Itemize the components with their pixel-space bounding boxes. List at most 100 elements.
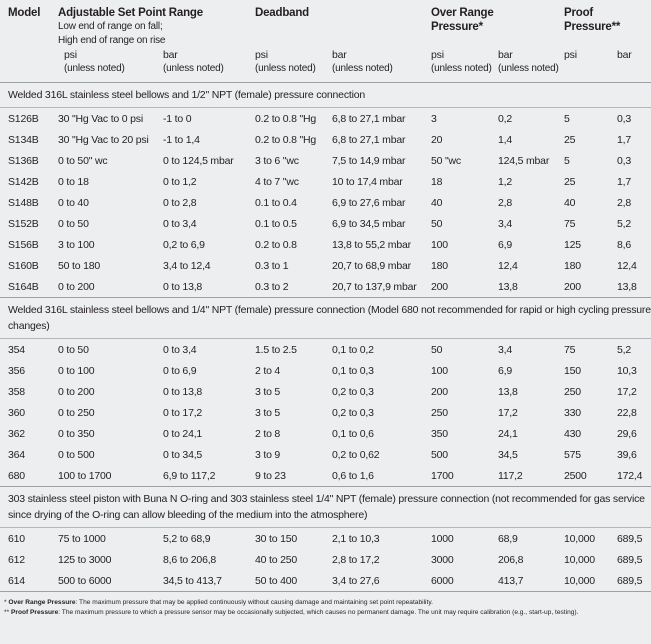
value-cell: 34,5 <box>498 448 518 461</box>
data-row: 614 500 to 6000 34,5 to 413,7 50 to 400 3,4 … <box>0 570 651 592</box>
value-cell: 0 to 50 <box>58 343 89 356</box>
value-cell: 13,8 to 55,2 mbar <box>332 238 411 251</box>
value-cell: 50 "wc <box>431 154 461 167</box>
value-cell: 150 <box>564 364 581 377</box>
value-cell: 12,4 <box>617 259 637 272</box>
value-cell: 1000 <box>431 532 454 545</box>
unit-cell: psi (unless noted) <box>429 48 496 83</box>
data-row: 612 125 to 3000 8,6 to 206,8 40 to 250 2,8 t… <box>0 549 651 570</box>
data-row: S136B 0 to 50" wc 0 to 124,5 mbar 3 to 6 "w… <box>0 150 651 171</box>
value-cell: 0,6 to 1,6 <box>332 469 374 482</box>
value-cell: 0 to 24,1 <box>163 427 203 440</box>
model-cell: S126B <box>8 112 39 125</box>
value-cell: 0,1 to 0,6 <box>332 427 374 440</box>
value-cell: 13,8 <box>498 385 518 398</box>
value-cell: 1,7 <box>617 133 631 146</box>
value-cell: 9 to 23 <box>255 469 286 482</box>
value-cell: 0 to 40 <box>58 196 89 209</box>
value-cell: 5 <box>564 112 570 125</box>
value-cell: 3 to 5 <box>255 385 281 398</box>
unit-note: (unless noted) <box>163 63 224 74</box>
model-cell: 360 <box>8 406 25 419</box>
value-cell: 0,1 to 0,3 <box>332 364 374 377</box>
value-cell: 0,2 to 6,9 <box>163 238 205 251</box>
value-cell: 250 <box>431 406 448 419</box>
value-cell: 200 <box>431 280 448 293</box>
value-cell: 6,8 to 27,1 mbar <box>332 133 406 146</box>
value-cell: 0 to 13,8 <box>163 280 203 293</box>
data-row: 364 0 to 500 0 to 34,5 3 to 9 0,2 to 0,62 500… <box>0 444 651 465</box>
value-cell: 20,7 to 137,9 mbar <box>332 280 417 293</box>
value-cell: 250 <box>564 385 581 398</box>
value-cell: 40 <box>564 196 576 209</box>
value-cell: 500 <box>431 448 448 461</box>
data-row: S134B 30 "Hg Vac to 20 psi -1 to 1,4 0.2 to… <box>0 129 651 150</box>
value-cell: 40 <box>431 196 443 209</box>
value-cell: 180 <box>431 259 448 272</box>
unit: psi <box>255 49 268 61</box>
value-cell: 0 to 200 <box>58 280 95 293</box>
value-cell: 3 <box>431 112 437 125</box>
column-title: Adjustable Set Point Range <box>58 7 203 19</box>
value-cell: 7,5 to 14,9 mbar <box>332 154 406 167</box>
column-title: Model <box>8 7 41 19</box>
value-cell: 125 to 3000 <box>58 553 112 566</box>
unit-cell: bar <box>615 48 651 83</box>
value-cell: 0.1 to 0.5 <box>255 217 297 230</box>
unit-cell: psi (unless noted) <box>56 48 161 83</box>
value-cell: 10,000 <box>564 532 595 545</box>
value-cell: 6,9 to 117,2 <box>163 469 216 482</box>
unit: psi <box>64 49 77 61</box>
value-cell: 18 <box>431 175 443 188</box>
value-cell: 0 to 18 <box>58 175 89 188</box>
unit: psi <box>431 49 444 61</box>
unit-cell: psi (unless noted) <box>253 48 330 83</box>
unit: bar <box>617 49 632 61</box>
value-cell: 24,1 <box>498 427 518 440</box>
unit-cell: bar (unless noted) <box>330 48 429 83</box>
value-cell: 0 to 34,5 <box>163 448 203 461</box>
value-cell: 1,4 <box>498 133 512 146</box>
value-cell: 100 <box>431 238 448 251</box>
section-row: Welded 316L stainless steel bellows and … <box>0 298 651 339</box>
value-cell: 2,8 <box>498 196 512 209</box>
value-cell: 3,4 to 27,6 <box>332 574 380 587</box>
header-row: Model Adjustable Set Point Range Low end o… <box>0 0 651 48</box>
value-cell: -1 to 0 <box>163 112 192 125</box>
value-cell: 3000 <box>431 553 454 566</box>
value-cell: 1,2 <box>498 175 512 188</box>
footnote: ** Proof Pressure: The maximum pressure … <box>4 608 651 618</box>
unit: psi <box>564 49 577 61</box>
column-title: Over Range Pressure* <box>431 7 494 33</box>
value-cell: 0.1 to 0.4 <box>255 196 297 209</box>
value-cell: 206,8 <box>498 553 524 566</box>
value-cell: 30 "Hg Vac to 0 psi <box>58 112 143 125</box>
value-cell: 0 to 124,5 mbar <box>163 154 234 167</box>
value-cell: 10,000 <box>564 574 595 587</box>
value-cell: 25 <box>564 175 576 188</box>
value-cell: 0 to 2,8 <box>163 196 197 209</box>
value-cell: 3 to 9 <box>255 448 281 461</box>
value-cell: 0 to 100 <box>58 364 95 377</box>
value-cell: 430 <box>564 427 581 440</box>
value-cell: 25 <box>564 133 576 146</box>
value-cell: 1700 <box>431 469 454 482</box>
column-title: Proof Pressure** <box>564 7 621 33</box>
unit-cell: psi <box>562 48 615 83</box>
footnote: * Over Range Pressure: The maximum press… <box>4 598 651 608</box>
value-cell: 200 <box>431 385 448 398</box>
spec-table: Model Adjustable Set Point Range Low end o… <box>0 0 651 592</box>
value-cell: 6,9 to 27,6 mbar <box>332 196 406 209</box>
data-row: 610 75 to 1000 5,2 to 68,9 30 to 150 2,1 to … <box>0 528 651 550</box>
data-row: S126B 30 "Hg Vac to 0 psi -1 to 0 0.2 to 0.… <box>0 108 651 130</box>
header-cell: Over Range Pressure* <box>429 0 562 48</box>
unit: bar <box>332 49 347 61</box>
value-cell: 20,7 to 68,9 mbar <box>332 259 411 272</box>
value-cell: 2,8 <box>617 196 631 209</box>
model-cell: S156B <box>8 238 39 251</box>
unit-note: (unless noted) <box>255 63 316 74</box>
value-cell: 8,6 <box>617 238 631 251</box>
value-cell: 0,2 to 0,3 <box>332 406 374 419</box>
value-cell: 172,4 <box>617 469 643 482</box>
